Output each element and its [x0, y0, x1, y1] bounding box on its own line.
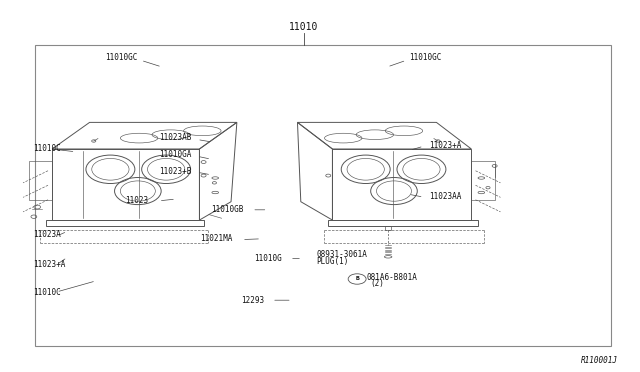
- Text: 11023A: 11023A: [33, 230, 61, 239]
- Text: 11010C: 11010C: [33, 288, 61, 296]
- Text: 11023AB: 11023AB: [159, 133, 192, 142]
- Text: 11023: 11023: [125, 196, 148, 205]
- Text: B: B: [355, 276, 359, 282]
- Text: 11010GB: 11010GB: [211, 205, 243, 214]
- Text: 11023+A: 11023+A: [33, 260, 66, 269]
- Text: 11021MA: 11021MA: [200, 234, 233, 243]
- Text: 08931-3061A: 08931-3061A: [316, 250, 367, 259]
- Text: 11023+A: 11023+A: [429, 141, 461, 150]
- Text: 11010GC: 11010GC: [105, 53, 138, 62]
- Text: 11010G: 11010G: [254, 254, 282, 263]
- Text: R110001J: R110001J: [580, 356, 618, 365]
- Bar: [35, 45, 611, 346]
- Text: 11023+B: 11023+B: [159, 167, 192, 176]
- Text: (2): (2): [370, 279, 384, 288]
- Text: 12293: 12293: [241, 296, 264, 305]
- Bar: [385, 226, 392, 230]
- Text: 11010: 11010: [289, 22, 319, 32]
- Text: 11023AA: 11023AA: [429, 192, 461, 201]
- Text: 11010GC: 11010GC: [410, 53, 442, 62]
- Text: 081A6-B801A: 081A6-B801A: [366, 273, 417, 282]
- Text: PLUG(1): PLUG(1): [316, 257, 349, 266]
- Text: 11010C: 11010C: [33, 144, 61, 153]
- Text: 11010GA: 11010GA: [159, 150, 192, 159]
